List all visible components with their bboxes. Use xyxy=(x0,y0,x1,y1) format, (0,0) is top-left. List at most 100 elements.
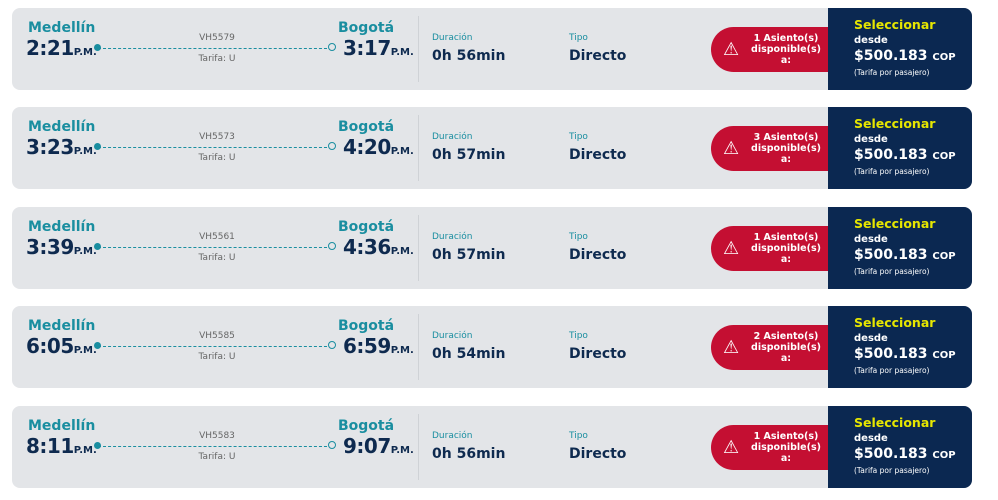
destination-dot xyxy=(328,341,336,349)
duration-value: 0h 54min xyxy=(432,346,506,362)
route-line xyxy=(98,346,332,347)
duration-value: 0h 57min xyxy=(432,147,506,163)
seats-available-text: 1 Asiento(s) disponible(s) a: xyxy=(751,33,821,66)
divider xyxy=(418,115,419,181)
select-fare-button[interactable]: Seleccionar desde $500.183 COP (Tarifa p… xyxy=(828,207,972,289)
price: $500.183 COP xyxy=(854,147,956,163)
destination-dot xyxy=(328,441,336,449)
duration-label: Duración xyxy=(432,232,473,242)
origin-city: Medellín xyxy=(28,318,96,334)
destination-city: Bogotá xyxy=(338,20,395,36)
select-fare-button[interactable]: Seleccionar desde $500.183 COP (Tarifa p… xyxy=(828,8,972,90)
flight-number: VH5573 xyxy=(199,132,235,142)
route-line xyxy=(98,247,332,248)
origin-dot xyxy=(94,342,101,349)
price: $500.183 COP xyxy=(854,247,956,263)
from-label: desde xyxy=(854,234,888,245)
arrival-time: 9:07P.M. xyxy=(343,434,414,458)
seats-available-text: 2 Asiento(s) disponible(s) a: xyxy=(751,331,821,364)
seats-warning: ⚠ 3 Asiento(s) disponible(s) a: xyxy=(711,126,841,171)
departure-time: 3:39P.M. xyxy=(26,235,97,259)
fare-note: (Tarifa por pasajero) xyxy=(854,366,930,375)
flight-number: VH5585 xyxy=(199,331,235,341)
fare-class: Tarifa: U xyxy=(198,54,236,64)
select-fare-button[interactable]: Seleccionar desde $500.183 COP (Tarifa p… xyxy=(828,107,972,189)
flight-row: Medellín 3:23P.M. VH5573 Tarifa: U Bogot… xyxy=(12,107,972,189)
flight-number: VH5583 xyxy=(199,431,235,441)
destination-city: Bogotá xyxy=(338,119,395,135)
destination-city: Bogotá xyxy=(338,318,395,334)
select-label: Seleccionar xyxy=(854,17,936,32)
origin-dot xyxy=(94,243,101,250)
duration-label: Duración xyxy=(432,132,473,142)
flight-row: Medellín 2:21P.M. VH5579 Tarifa: U Bogot… xyxy=(12,8,972,90)
flight-row: Medellín 3:39P.M. VH5561 Tarifa: U Bogot… xyxy=(12,207,972,289)
origin-city: Medellín xyxy=(28,418,96,434)
from-label: desde xyxy=(854,333,888,344)
price: $500.183 COP xyxy=(854,446,956,462)
type-value: Directo xyxy=(569,147,627,163)
fare-note: (Tarifa por pasajero) xyxy=(854,68,930,77)
departure-time: 2:21P.M. xyxy=(26,36,97,60)
duration-label: Duración xyxy=(432,431,473,441)
type-value: Directo xyxy=(569,247,627,263)
type-label: Tipo xyxy=(569,331,588,341)
origin-dot xyxy=(94,44,101,51)
seats-warning: ⚠ 1 Asiento(s) disponible(s) a: xyxy=(711,226,841,271)
type-label: Tipo xyxy=(569,431,588,441)
flight-row: Medellín 8:11P.M. VH5583 Tarifa: U Bogot… xyxy=(12,406,972,488)
flight-number: VH5561 xyxy=(199,232,235,242)
from-label: desde xyxy=(854,134,888,145)
arrival-time: 3:17P.M. xyxy=(343,36,414,60)
select-fare-button[interactable]: Seleccionar desde $500.183 COP (Tarifa p… xyxy=(828,406,972,488)
select-label: Seleccionar xyxy=(854,216,936,231)
price: $500.183 COP xyxy=(854,48,956,64)
warning-triangle-icon: ⚠ xyxy=(723,238,740,259)
type-label: Tipo xyxy=(569,132,588,142)
duration-value: 0h 57min xyxy=(432,247,506,263)
seats-available-text: 1 Asiento(s) disponible(s) a: xyxy=(751,232,821,265)
type-value: Directo xyxy=(569,446,627,462)
duration-value: 0h 56min xyxy=(432,48,506,64)
fare-class: Tarifa: U xyxy=(198,153,236,163)
seats-warning: ⚠ 2 Asiento(s) disponible(s) a: xyxy=(711,325,841,370)
destination-city: Bogotá xyxy=(338,418,395,434)
fare-note: (Tarifa por pasajero) xyxy=(854,267,930,276)
divider xyxy=(418,16,419,82)
divider xyxy=(418,414,419,480)
arrival-time: 6:59P.M. xyxy=(343,334,414,358)
fare-note: (Tarifa por pasajero) xyxy=(854,167,930,176)
destination-dot xyxy=(328,142,336,150)
seats-warning: ⚠ 1 Asiento(s) disponible(s) a: xyxy=(711,27,841,72)
select-label: Seleccionar xyxy=(854,315,936,330)
warning-triangle-icon: ⚠ xyxy=(723,337,740,358)
divider xyxy=(418,314,419,380)
fare-class: Tarifa: U xyxy=(198,452,236,462)
seats-available-text: 1 Asiento(s) disponible(s) a: xyxy=(751,431,821,464)
fare-note: (Tarifa por pasajero) xyxy=(854,466,930,475)
origin-city: Medellín xyxy=(28,219,96,235)
duration-value: 0h 56min xyxy=(432,446,506,462)
departure-time: 6:05P.M. xyxy=(26,334,97,358)
flight-number: VH5579 xyxy=(199,33,235,43)
route-line xyxy=(98,48,332,49)
origin-city: Medellín xyxy=(28,20,96,36)
type-value: Directo xyxy=(569,48,627,64)
type-label: Tipo xyxy=(569,232,588,242)
flight-row: Medellín 6:05P.M. VH5585 Tarifa: U Bogot… xyxy=(12,306,972,388)
from-label: desde xyxy=(854,433,888,444)
warning-triangle-icon: ⚠ xyxy=(723,138,740,159)
seats-available-text: 3 Asiento(s) disponible(s) a: xyxy=(751,132,821,165)
destination-dot xyxy=(328,242,336,250)
arrival-time: 4:36P.M. xyxy=(343,235,414,259)
origin-dot xyxy=(94,442,101,449)
warning-triangle-icon: ⚠ xyxy=(723,437,740,458)
select-fare-button[interactable]: Seleccionar desde $500.183 COP (Tarifa p… xyxy=(828,306,972,388)
divider xyxy=(418,215,419,281)
route-line xyxy=(98,147,332,148)
duration-label: Duración xyxy=(432,331,473,341)
duration-label: Duración xyxy=(432,33,473,43)
price: $500.183 COP xyxy=(854,346,956,362)
arrival-time: 4:20P.M. xyxy=(343,135,414,159)
select-label: Seleccionar xyxy=(854,415,936,430)
